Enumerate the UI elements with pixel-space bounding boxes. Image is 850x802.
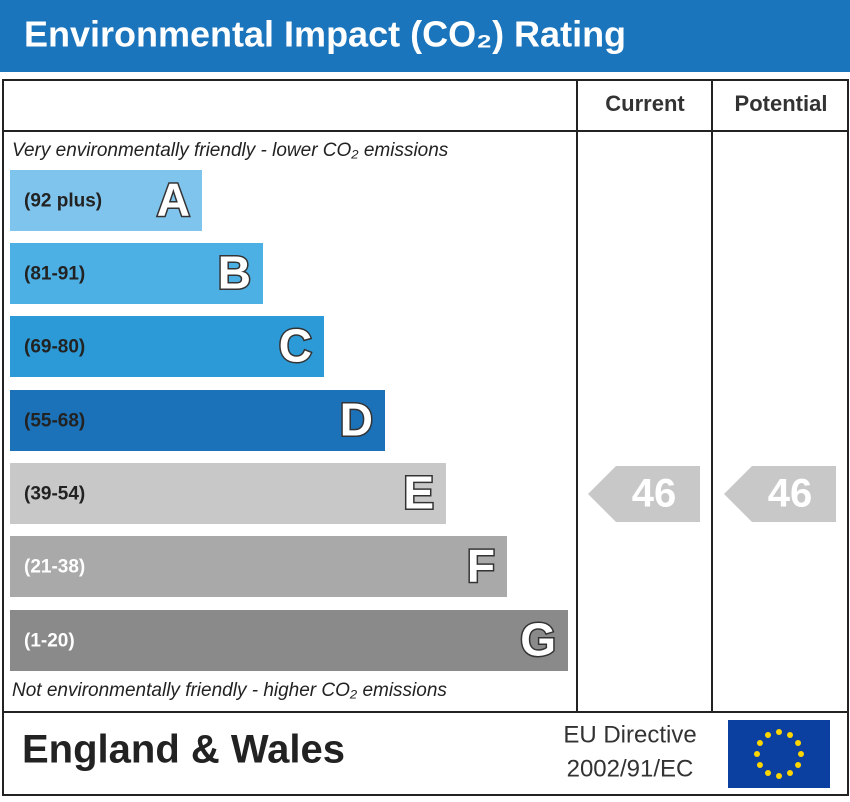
potential-header: Potential xyxy=(735,91,828,116)
star xyxy=(798,751,804,757)
star xyxy=(776,729,782,735)
star xyxy=(756,762,763,768)
eu-stars xyxy=(754,729,804,779)
rating-arrow xyxy=(588,466,700,522)
band-letter: B xyxy=(218,247,251,299)
band-bar xyxy=(10,390,385,451)
band-range: (1-20) xyxy=(24,631,75,652)
band-range: (55-68) xyxy=(24,411,85,432)
star xyxy=(795,740,802,746)
band-letter: C xyxy=(279,320,312,372)
bands: (92 plus) A (81-91) B (69-80) C (55-68) D (39-54… xyxy=(10,170,836,671)
star xyxy=(776,773,782,779)
band-letter: G xyxy=(520,614,556,666)
star xyxy=(787,731,793,738)
band-range: (92 plus) xyxy=(24,191,102,212)
header-bar xyxy=(0,0,850,72)
bottom-note: Not environmentally friendly - higher CO… xyxy=(12,680,447,701)
current-header: Current xyxy=(605,91,685,116)
band-letter: F xyxy=(467,540,495,592)
frame xyxy=(2,79,849,796)
directive-line2: 2002/91/EC xyxy=(567,755,694,782)
rating-arrow xyxy=(724,466,836,522)
region: England & Wales xyxy=(22,728,345,772)
star xyxy=(765,770,771,777)
band-bar xyxy=(10,536,507,597)
rating-value: 46 xyxy=(632,472,677,516)
band-range: (69-80) xyxy=(24,337,85,358)
band-range: (21-38) xyxy=(24,557,85,578)
band-bar xyxy=(10,243,263,304)
star xyxy=(756,740,763,746)
star xyxy=(765,731,771,738)
band-bar xyxy=(10,170,202,231)
directive-line1: EU Directive xyxy=(563,721,696,748)
star xyxy=(754,751,760,757)
star xyxy=(787,770,793,777)
band-range: (81-91) xyxy=(24,264,85,285)
rating-value: 46 xyxy=(768,472,813,516)
band-bar xyxy=(10,463,446,524)
star xyxy=(795,762,802,768)
band-range: (39-54) xyxy=(24,484,85,505)
top-note: Very environmentally friendly - lower CO… xyxy=(12,140,449,161)
band-bar xyxy=(10,316,324,377)
title: Environmental Impact (CO₂) Rating xyxy=(24,14,626,55)
band-letter: A xyxy=(157,174,190,226)
band-letter: E xyxy=(403,467,434,519)
band-letter: D xyxy=(340,394,373,446)
band-bar xyxy=(10,610,568,671)
